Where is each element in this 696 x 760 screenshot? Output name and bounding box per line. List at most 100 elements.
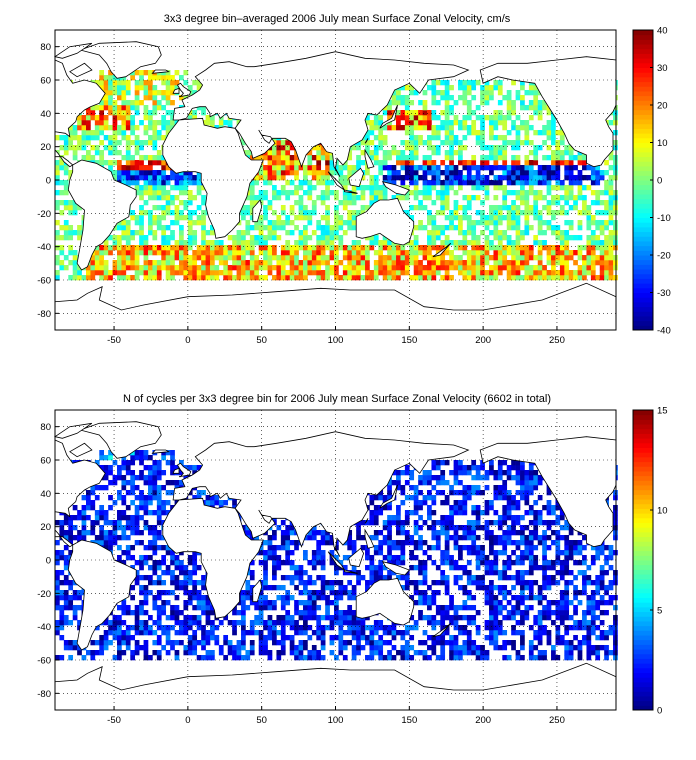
bin-cell [117,175,122,181]
bin-cell [245,595,251,601]
bin-cell [72,590,78,596]
bin-cell [422,245,428,251]
bin-cell [444,240,450,246]
bin-cell [427,135,432,141]
bin-cell [387,245,392,251]
bin-cell [156,640,162,646]
bin-cell [249,260,255,266]
bin-cell [400,95,406,101]
bin-cell [316,250,322,256]
velocity-grid [55,30,616,330]
bin-cell [378,255,384,261]
bin-cell [418,250,423,256]
bin-cell [156,505,162,511]
bin-cell [68,130,74,136]
bin-cell [139,270,144,276]
bin-cell [210,250,215,256]
bin-cell [422,100,428,106]
bin-cell [351,210,357,216]
bin-cell [294,185,299,191]
bin-cell [183,475,189,481]
bin-cell [152,180,158,186]
bin-cell [559,260,565,266]
bin-cell [148,260,153,266]
bin-cell [112,475,118,481]
bin-cell [400,195,406,201]
bin-cell [311,245,317,251]
bin-cell [342,265,348,271]
bin-cell [511,170,516,176]
bin-cell [272,210,277,216]
bin-cell [435,125,441,131]
bin-cell [134,170,140,176]
bin-cell [334,275,339,281]
bin-cell [210,275,215,281]
bin-cell [599,260,605,266]
bin-cell [586,255,592,261]
bin-cell [484,195,490,201]
bin-cell [165,550,171,556]
bin-cell [365,165,370,171]
bin-cell [125,125,131,131]
bin-cell [130,480,136,486]
bin-cell [130,160,136,166]
bin-cell [418,265,423,271]
bin-cell [117,620,122,626]
bin-cell [63,515,69,521]
bin-cell [63,560,69,566]
bin-cell [533,210,539,216]
bin-cell [303,235,308,241]
bin-cell [236,260,242,266]
bin-cell [303,205,308,211]
bin-cell [329,235,335,241]
bin-cell [152,490,158,496]
bin-cell [183,580,189,586]
bin-cell [440,125,446,131]
bin-cell [161,175,167,181]
bin-cell [170,615,175,621]
bin-cell [480,155,485,161]
bin-cell [68,235,74,241]
bin-cell [227,640,233,646]
bin-cell [223,270,229,276]
bin-cell [409,130,415,136]
bin-cell [139,470,144,476]
bin-cell [413,150,419,156]
bin-cell [267,550,273,556]
bin-cell [148,90,153,96]
bin-cell [192,275,198,281]
bin-cell [458,120,463,126]
bin-cell [475,135,481,141]
bin-cell [55,625,60,631]
bin-cell [77,510,82,516]
colorbar-tick-label: 40 [657,26,668,37]
bin-cell [489,120,494,126]
bin-cell [493,215,499,221]
bin-cell [161,250,167,256]
bin-cell [165,125,171,131]
bin-cell [427,240,432,246]
bin-cell [165,190,171,196]
bin-cell [148,190,153,196]
bin-cell [533,170,539,176]
bin-cell [528,140,534,146]
bin-cell [108,80,113,86]
bin-cell [613,110,618,116]
bin-cell [125,480,131,486]
bin-cell [72,270,78,276]
bin-cell [99,465,105,471]
bin-cell [369,125,375,131]
bin-cell [427,120,432,126]
bin-cell [112,85,118,91]
bin-cell [210,225,215,231]
bin-cell [258,560,264,566]
bin-cell [365,235,370,241]
bin-cell [81,115,87,121]
bin-cell [373,260,379,266]
bin-cell [196,250,202,256]
bin-cell [307,160,313,166]
bin-cell [427,195,432,201]
bin-cell [435,195,441,201]
bin-cell [152,570,158,576]
bin-cell [130,155,136,161]
